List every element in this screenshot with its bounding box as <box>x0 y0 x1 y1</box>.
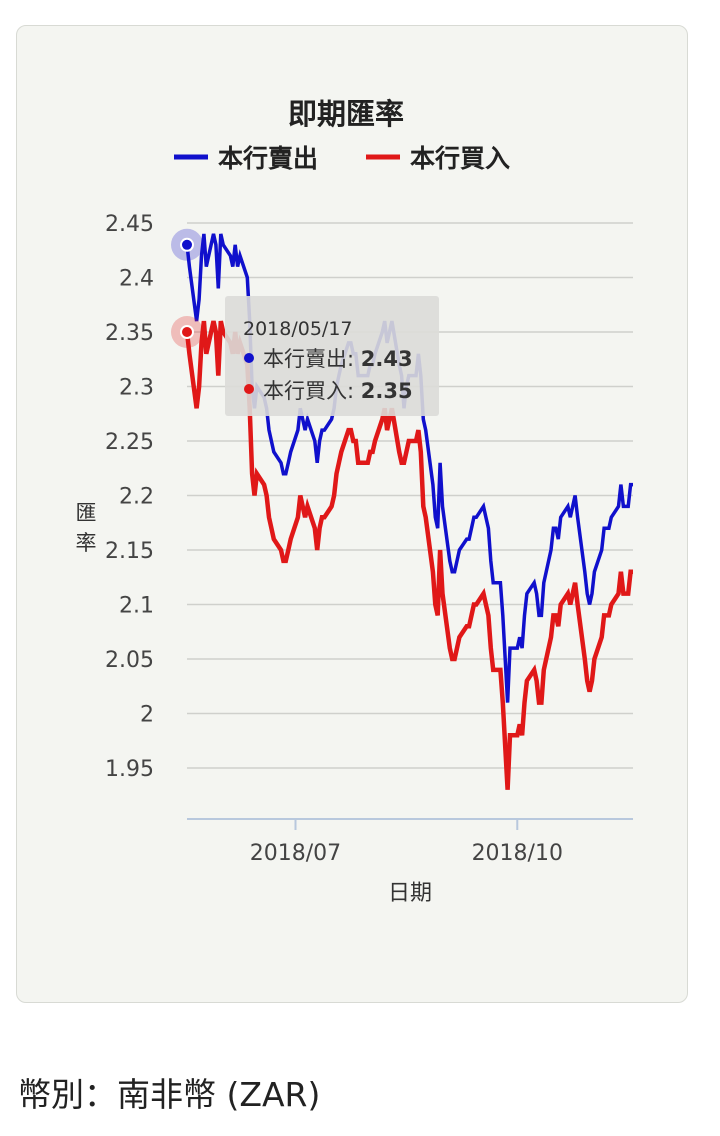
hover-point-buy <box>180 325 194 339</box>
tooltip-dot-sell <box>244 353 254 363</box>
legend-item-sell[interactable]: 本行賣出 <box>174 144 318 173</box>
y-axis-ticks: 2.45 2.4 2.35 2.3 2.25 2.2 2.15 2.1 2.05 2 1.95 <box>105 212 154 782</box>
hover-point-sell <box>180 237 194 252</box>
tooltip-dot-buy <box>244 384 254 394</box>
y-tick-label: 2.35 <box>105 321 154 346</box>
y-tick-label: 2.1 <box>119 594 154 619</box>
tooltip-box <box>225 296 439 416</box>
currency-label: 幣別：南非幣 (ZAR) <box>18 1075 321 1114</box>
exchange-rate-chart[interactable]: 即期匯率 本行賣出 本行買入 2.45 2.4 2.35 2.3 2.25 2.2 2.15… <box>0 0 720 1010</box>
tooltip-row-buy: 本行買入: 2.35 <box>263 379 413 403</box>
y-tick-label: 2.3 <box>119 376 154 401</box>
y-tick-label: 2.25 <box>105 430 154 455</box>
y-tick-label: 2.05 <box>105 648 154 673</box>
hover-markers <box>171 228 203 348</box>
x-tick-label: 2018/10 <box>472 841 563 866</box>
y-axis-label-char: 匯 <box>76 501 97 525</box>
tooltip-value-buy: 2.35 <box>361 379 413 403</box>
legend[interactable]: 本行賣出 本行買入 <box>174 144 510 173</box>
x-axis-ticks: 2018/07 2018/10 <box>250 819 563 866</box>
y-tick-label: 1.95 <box>105 757 154 782</box>
tooltip-name-sell: 本行賣出 <box>263 347 347 371</box>
x-tick-label: 2018/07 <box>250 841 341 866</box>
series-line-buy[interactable] <box>184 320 633 790</box>
chart-title: 即期匯率 <box>288 97 404 131</box>
y-axis-label-char: 率 <box>76 531 97 555</box>
tooltip-value-sell: 2.43 <box>361 347 413 371</box>
y-tick-label: 2.15 <box>105 539 154 564</box>
tooltip: 2018/05/17 本行賣出: 2.43 本行買入: 2.35 <box>225 296 439 416</box>
x-axis-label: 日期 <box>388 881 432 906</box>
tooltip-colon-buy: : <box>347 379 361 403</box>
tooltip-row-sell: 本行賣出: 2.43 <box>263 347 413 371</box>
legend-item-buy[interactable]: 本行買入 <box>366 144 510 173</box>
legend-label-buy: 本行買入 <box>410 144 510 173</box>
y-tick-label: 2.4 <box>119 267 154 292</box>
y-tick-label: 2.2 <box>119 485 154 510</box>
tooltip-name-buy: 本行買入 <box>263 379 347 403</box>
tooltip-colon-sell: : <box>347 347 361 371</box>
y-axis-label: 匯率 <box>76 501 97 555</box>
tooltip-date: 2018/05/17 <box>243 318 353 340</box>
y-tick-label: 2.45 <box>105 212 154 237</box>
legend-label-sell: 本行賣出 <box>218 144 318 173</box>
y-tick-label: 2 <box>140 703 154 728</box>
